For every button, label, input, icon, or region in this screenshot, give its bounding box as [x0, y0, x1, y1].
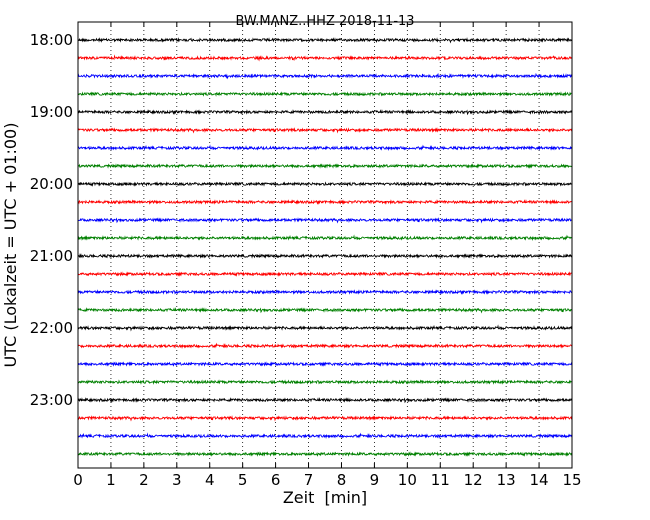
y-tick-label: 23:00 [30, 391, 73, 409]
y-axis: 18:00 19:00 20:00 21:00 22:00 23:00 [30, 31, 572, 409]
x-tick-label: 5 [238, 471, 248, 489]
trace-1815 [77, 54, 573, 62]
x-tick-label: 4 [205, 471, 215, 489]
trace-2015 [77, 199, 573, 205]
y-tick-label: 21:00 [30, 247, 73, 265]
x-tick-label: 0 [73, 471, 83, 489]
trace-1945 [77, 163, 573, 169]
y-tick-label: 20:00 [30, 175, 73, 193]
trace-2000 [77, 181, 573, 187]
y-tick-label: 18:00 [30, 31, 73, 49]
trace-2145 [77, 307, 573, 314]
trace-1930 [77, 144, 573, 152]
trace-2100 [77, 253, 573, 259]
y-tick-label: 22:00 [30, 319, 73, 337]
x-tick-label: 9 [370, 471, 380, 489]
plot-frame [77, 21, 573, 469]
x-tick-label: 14 [530, 471, 549, 489]
x-tick-label: 10 [398, 471, 417, 489]
x-tick-label: 1 [106, 471, 116, 489]
x-tick-label: 11 [431, 471, 450, 489]
x-tick-label: 8 [337, 471, 347, 489]
x-tick-label: 15 [562, 471, 581, 489]
trace-1915 [77, 127, 573, 134]
trace-2130 [77, 289, 573, 295]
x-tick-label: 12 [464, 471, 483, 489]
trace-2245 [77, 379, 573, 385]
x-tick-label: 2 [139, 471, 149, 489]
trace-2215 [77, 342, 573, 350]
trace-1900 [77, 109, 573, 116]
trace-2300 [77, 397, 573, 404]
trace-2045 [77, 234, 573, 242]
y-axis-label: UTC (Lokalzeit = UTC + 01:00) [1, 123, 20, 368]
x-tick-label: 3 [172, 471, 182, 489]
traces [77, 37, 573, 457]
trace-2315 [77, 415, 573, 422]
x-axis-label: Zeit [min] [283, 488, 367, 507]
x-axis: 0 1 2 3 4 5 6 7 8 9 10 11 12 13 14 15 [73, 22, 582, 489]
x-tick-label: 6 [271, 471, 281, 489]
trace-2230 [77, 361, 573, 367]
trace-1845 [77, 91, 573, 97]
x-tick-label: 13 [497, 471, 516, 489]
trace-2345 [77, 451, 573, 457]
y-tick-label: 19:00 [30, 103, 73, 121]
trace-2115 [77, 271, 573, 277]
trace-2030 [77, 217, 573, 224]
trace-1830 [77, 72, 573, 80]
trace-2330 [77, 432, 573, 440]
x-tick-label: 7 [304, 471, 314, 489]
trace-2200 [77, 324, 573, 332]
trace-1800 [77, 37, 573, 44]
